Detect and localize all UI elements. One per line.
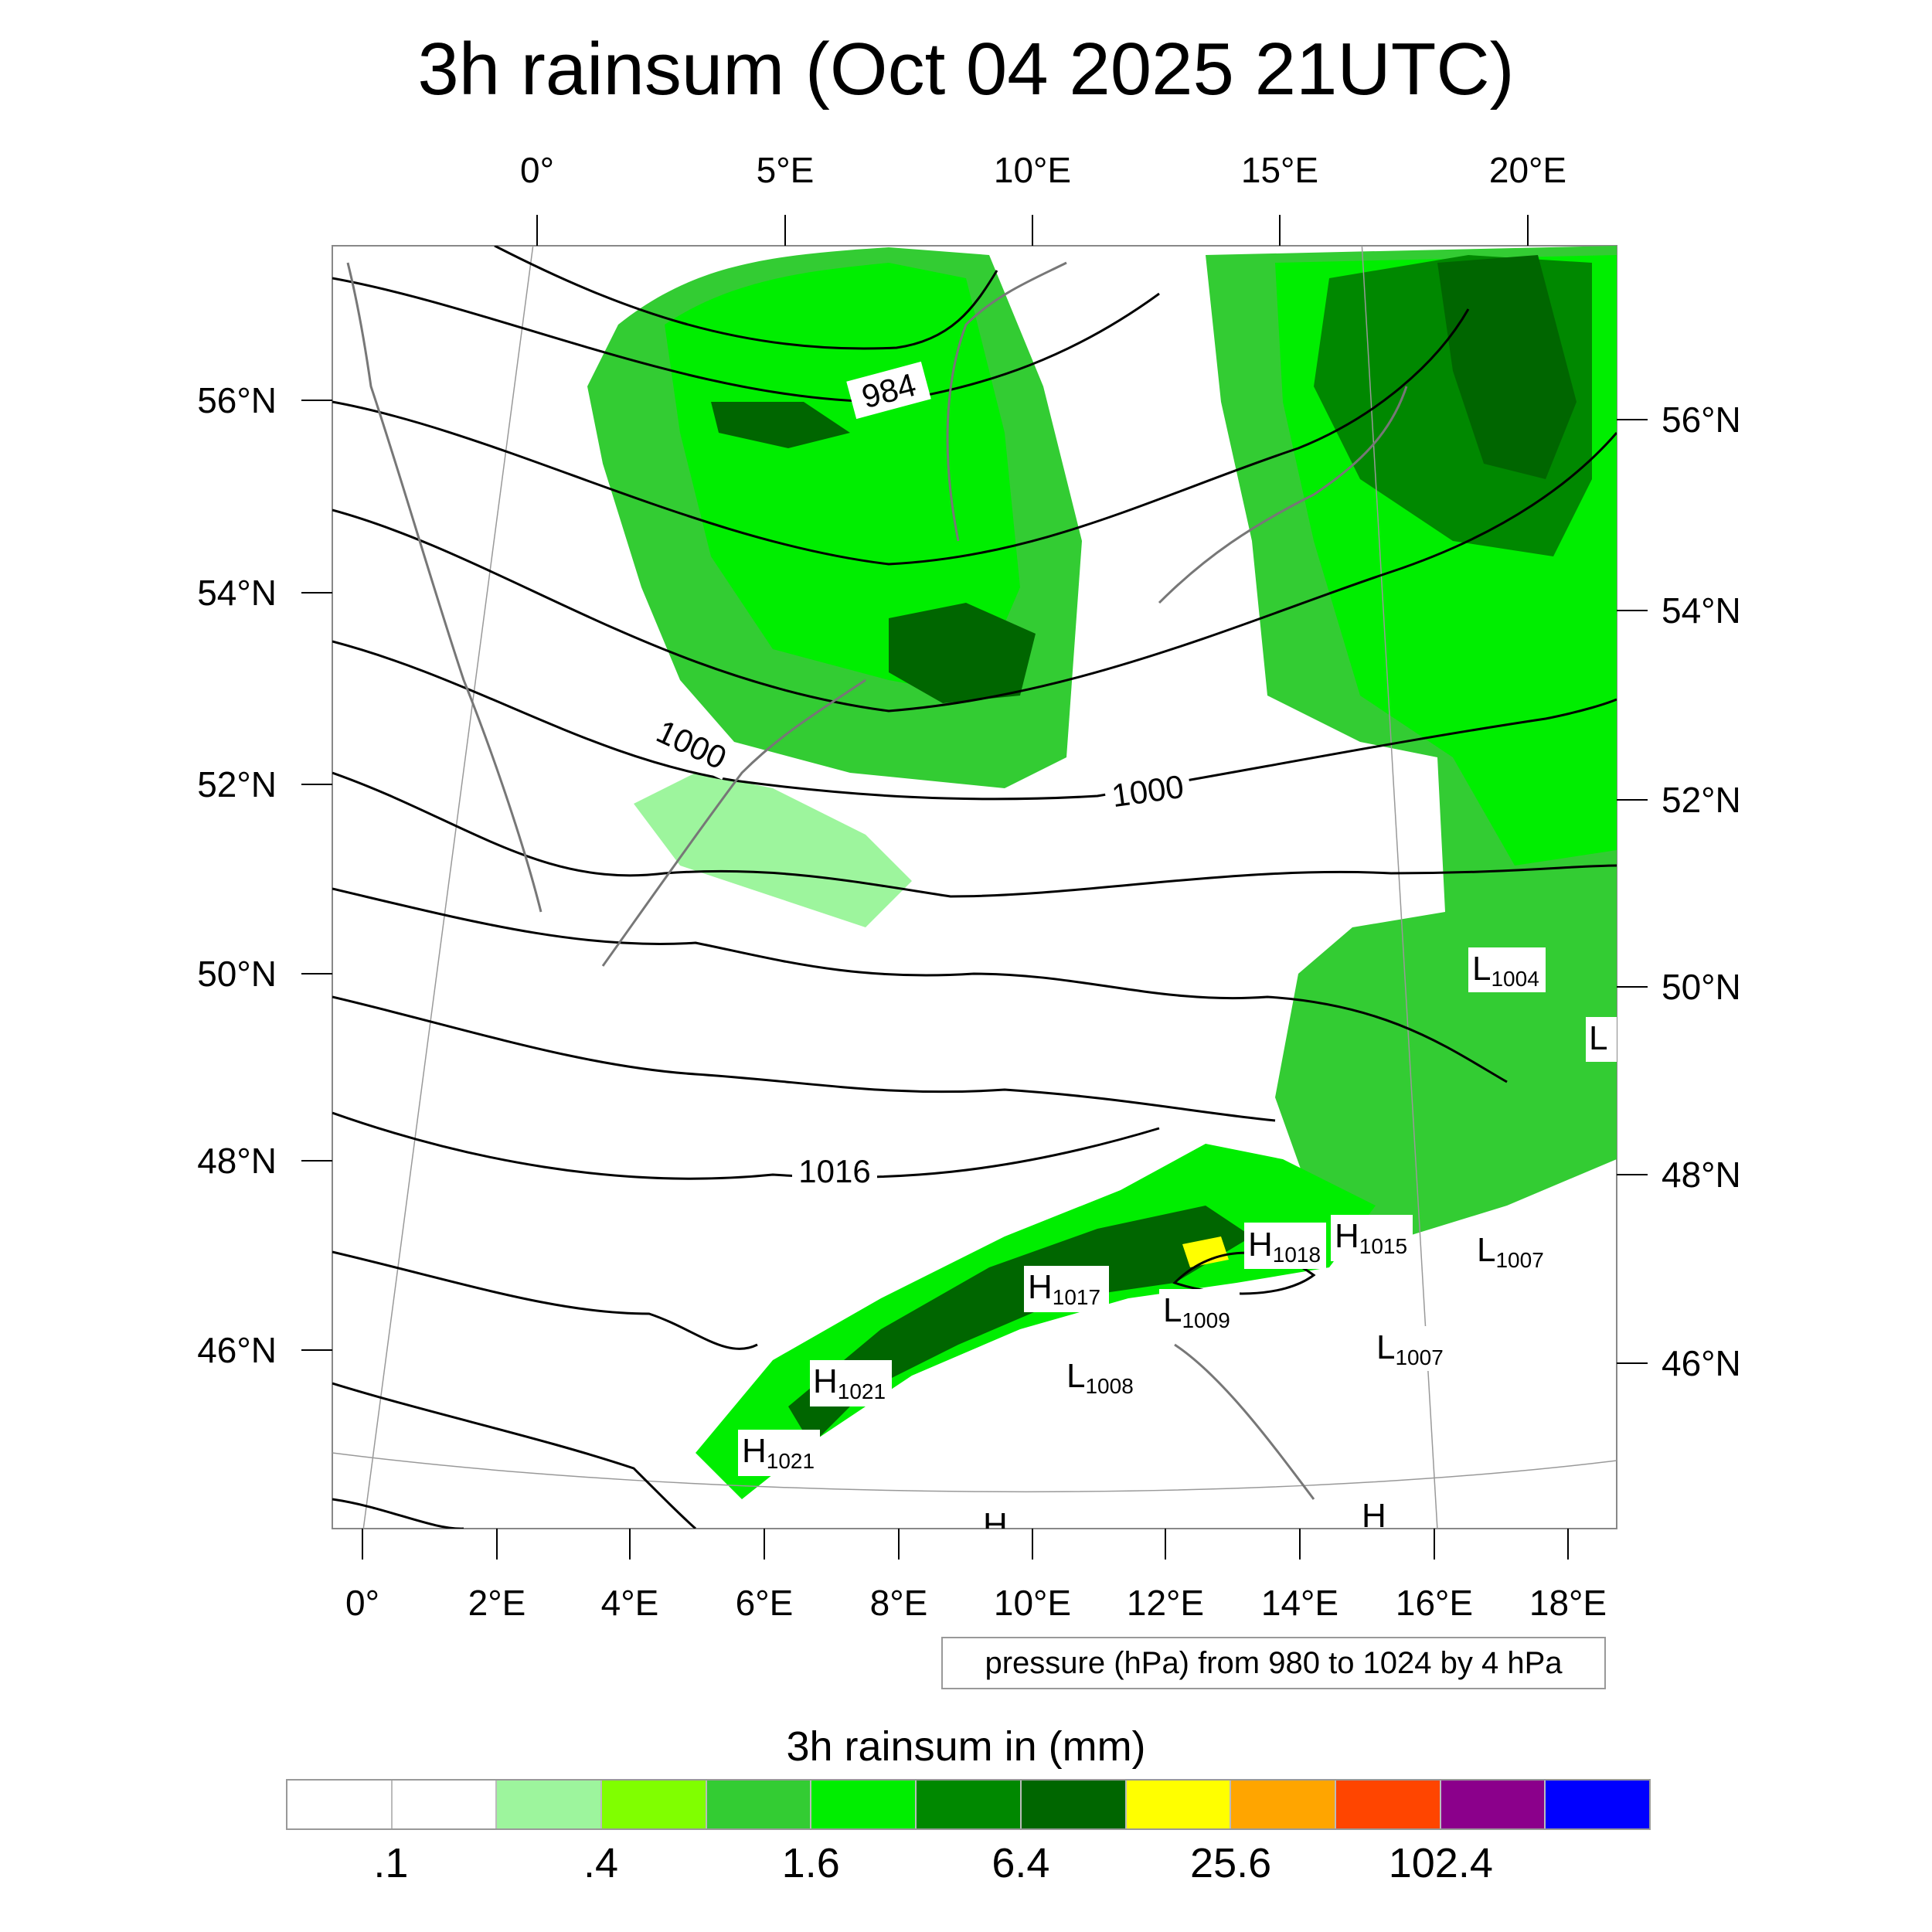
svg-text:L1009: L1009 — [1163, 1291, 1230, 1332]
lon-tick-top: 0° — [520, 150, 554, 190]
colorbar-label: 1.6 — [781, 1840, 840, 1886]
rain-area-benelux — [634, 773, 912, 927]
pressure-center-h-bottom-east: H — [1362, 1497, 1386, 1535]
lat-tick-left: 54°N — [197, 573, 277, 613]
colorbar-label: 6.4 — [992, 1840, 1050, 1886]
svg-text:L1007: L1007 — [1376, 1328, 1444, 1369]
lon-tick-top: 5°E — [757, 150, 815, 190]
rain-area-alps-dark — [788, 1206, 1252, 1445]
lon-tick-bottom: 6°E — [736, 1583, 794, 1623]
lat-tick-left: 48°N — [197, 1141, 277, 1181]
rain-area-east-darkest — [1437, 255, 1577, 479]
isobars — [332, 246, 1617, 1529]
colorbar-swatch — [1546, 1781, 1649, 1828]
colorbar-swatch — [1335, 1781, 1441, 1828]
lon-tick-bottom: 4°E — [601, 1583, 659, 1623]
colorbar-swatch — [811, 1781, 917, 1828]
lat-tick-right: 50°N — [1662, 967, 1741, 1007]
colorbar-labels: .1 .4 1.6 6.4 25.6 102.4 — [286, 1839, 1651, 1893]
colorbar-swatch — [287, 1781, 393, 1828]
colorbar-label: 102.4 — [1388, 1840, 1493, 1886]
lat-ticks-left: 56°N 54°N 52°N 50°N 48°N 46°N — [197, 380, 277, 1370]
lon-tick-bottom: 16°E — [1396, 1583, 1473, 1623]
colorbar-label: .4 — [583, 1840, 619, 1886]
svg-text:H: H — [983, 1506, 1008, 1544]
svg-text:H: H — [1362, 1497, 1386, 1535]
map-title: 3h rainsum (Oct 04 2025 21UTC) — [417, 28, 1515, 111]
pressure-center-h1015: H1015 — [1331, 1215, 1413, 1261]
svg-text:L1007: L1007 — [1477, 1231, 1544, 1272]
lat-tick-right: 54°N — [1662, 590, 1741, 631]
colorbar-swatch — [497, 1781, 603, 1828]
map-content: 984 1000 1000 1016 L1004 L H1018 — [332, 246, 1617, 1544]
pressure-center-l1008: L1008 — [1066, 1357, 1134, 1398]
colorbar-label: .1 — [373, 1840, 409, 1886]
rain-area-north-sea-dark-2 — [711, 402, 850, 448]
pressure-note: pressure (hPa) from 980 to 1024 by 4 hPa — [941, 1637, 1606, 1689]
colorbar-swatch — [706, 1781, 812, 1828]
rain-area-north-sea-dark — [889, 603, 1036, 703]
svg-text:H1015: H1015 — [1335, 1217, 1407, 1258]
colorbar-swatch — [1021, 1781, 1127, 1828]
colorbar-swatch — [1440, 1781, 1546, 1828]
pressure-center-l-edge: L — [1586, 1017, 1617, 1062]
lon-ticks-top: 0° 5°E 10°E 15°E 20°E — [520, 150, 1566, 190]
colorbar-swatch — [917, 1781, 1022, 1828]
coastlines — [346, 261, 1408, 1500]
lat-tick-right: 48°N — [1662, 1155, 1741, 1195]
svg-text:H1018: H1018 — [1248, 1226, 1321, 1267]
pressure-center-l1007-south: L1007 — [1372, 1326, 1453, 1371]
pressure-center-h1018: H1018 — [1244, 1223, 1326, 1269]
svg-text:H1021: H1021 — [813, 1362, 886, 1403]
lon-tick-bottom: 14°E — [1261, 1583, 1338, 1623]
svg-text:L: L — [1589, 1019, 1607, 1057]
colorbar-swatch — [602, 1781, 707, 1828]
lon-tick-top: 10°E — [994, 150, 1071, 190]
svg-text:H1017: H1017 — [1028, 1268, 1100, 1309]
lat-tick-right: 46°N — [1662, 1343, 1741, 1383]
legend-title: 3h rainsum in (mm) — [786, 1723, 1146, 1770]
rain-area-north-sea-core — [665, 263, 1020, 696]
svg-text:L1004: L1004 — [1472, 950, 1539, 991]
colorbar-swatch — [392, 1781, 498, 1828]
pressure-center-l1009: L1009 — [1159, 1289, 1240, 1335]
pressure-center-l1004: L1004 — [1468, 947, 1546, 992]
lat-tick-right: 56°N — [1662, 400, 1741, 440]
pressure-centers: L1004 L H1018 H1015 L1007 H1017 — [738, 947, 1617, 1544]
lat-tick-right: 52°N — [1662, 780, 1741, 820]
lat-tick-left: 46°N — [197, 1330, 277, 1370]
lon-tick-bottom: 12°E — [1127, 1583, 1204, 1623]
lat-tick-left: 56°N — [197, 380, 277, 420]
lat-tick-left: 52°N — [197, 764, 277, 804]
colorbar-label: 25.6 — [1190, 1840, 1272, 1886]
lon-tick-top: 20°E — [1489, 150, 1566, 190]
svg-text:H1021: H1021 — [742, 1432, 815, 1473]
lat-ticks-right: 56°N 54°N 52°N 50°N 48°N 46°N — [1662, 400, 1741, 1383]
colorbar-swatch — [1126, 1781, 1232, 1828]
pressure-center-l1007-east: L1007 — [1473, 1229, 1555, 1275]
colorbar-swatch — [1231, 1781, 1336, 1828]
svg-text:L1008: L1008 — [1066, 1357, 1134, 1398]
rain-area-alps-heavy — [1182, 1236, 1229, 1267]
lon-tick-bottom: 2°E — [468, 1583, 526, 1623]
pressure-center-h1017: H1017 — [1024, 1266, 1109, 1312]
lat-tick-left: 50°N — [197, 954, 277, 994]
lon-tick-bottom: 8°E — [870, 1583, 928, 1623]
lon-ticks-bottom: 0° 2°E 4°E 6°E 8°E 10°E 12°E 14°E 16°E 1… — [345, 1583, 1607, 1623]
colorbar — [286, 1779, 1651, 1830]
isobar-label-1016: 1016 — [798, 1153, 870, 1189]
lon-tick-bottom: 10°E — [994, 1583, 1071, 1623]
tick-marks — [301, 215, 1648, 1560]
lon-tick-bottom: 18°E — [1529, 1583, 1607, 1623]
lon-tick-top: 15°E — [1241, 150, 1318, 190]
lon-tick-bottom: 0° — [345, 1583, 379, 1623]
pressure-center-h1021-north: H1021 — [810, 1360, 892, 1406]
pressure-center-h-bottom-west: H — [983, 1506, 1008, 1544]
pressure-center-h1021-south: H1021 — [738, 1430, 820, 1476]
